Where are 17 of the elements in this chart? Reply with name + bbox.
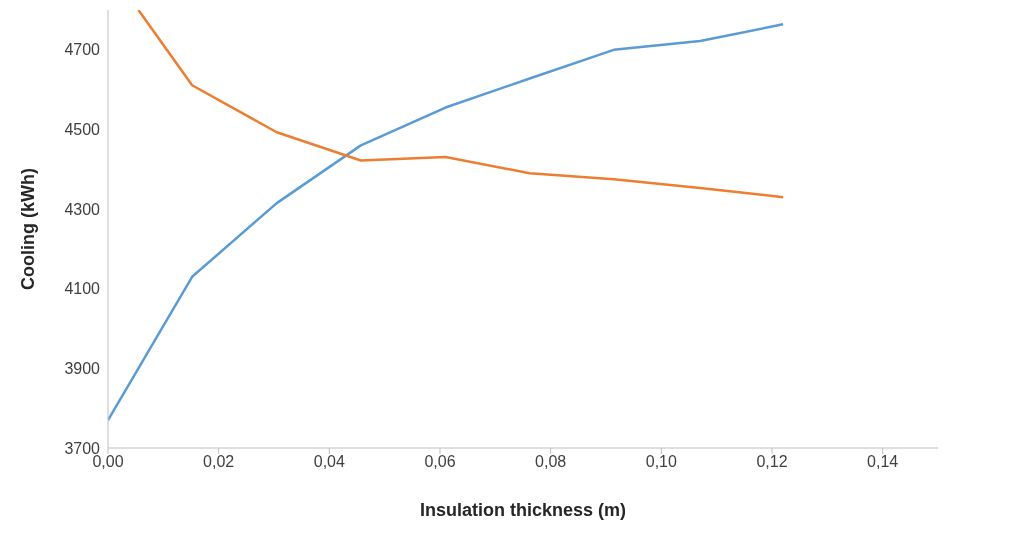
x-tick-label: 0,10 [645,453,678,471]
y-tick-label: 4300 [64,200,101,218]
x-tick-label: 0,08 [535,453,567,471]
y-tick-label: 4500 [64,121,101,139]
x-tick-label: 0,14 [867,453,899,471]
y-tick-label: 4100 [64,280,101,298]
x-tick-label: 0,06 [424,453,456,471]
y-axis-title: Cooling (kWh) [18,168,39,290]
x-axis-title: Insulation thickness (m) [419,500,627,520]
x-tick-label: 0,12 [756,453,788,471]
x-tick-label: 0,00 [92,453,124,471]
y-tick-label: 4700 [64,41,101,59]
x-tick-label: 0,02 [203,453,235,471]
line-series [137,10,785,199]
line-series [108,23,785,422]
y-tick-label: 3900 [64,360,101,378]
x-tick-label: 0,04 [313,453,346,471]
